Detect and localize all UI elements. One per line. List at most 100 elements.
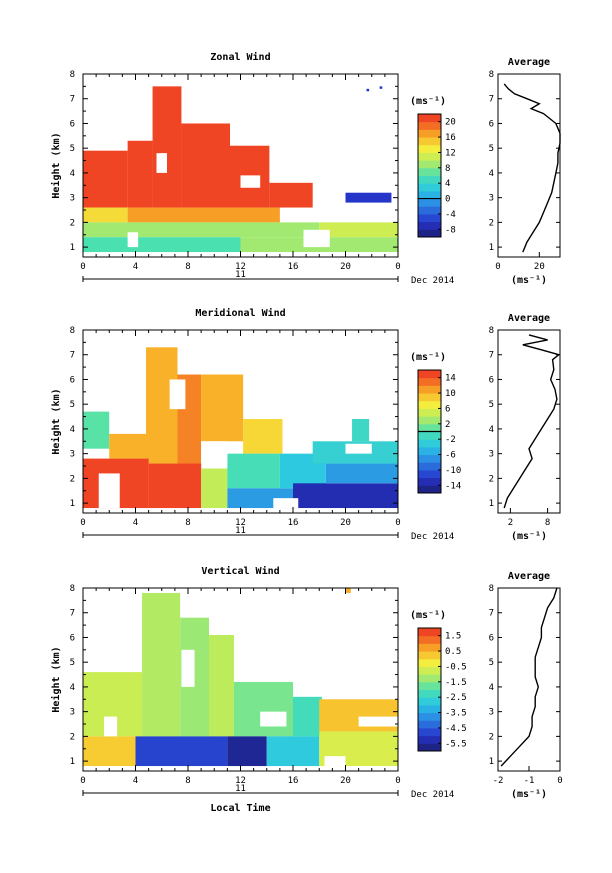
- x-tick-label: 8: [185, 776, 190, 786]
- colorbar-segment: [418, 385, 441, 394]
- colorbar-segment: [418, 439, 441, 448]
- colorbar-segment: [418, 454, 441, 463]
- colorbar-segment: [418, 213, 441, 223]
- average-y-tick-label: 5: [489, 144, 494, 154]
- colorbar-segment: [418, 735, 441, 744]
- missing-data-gap: [201, 441, 228, 464]
- y-tick-label: 5: [70, 658, 75, 668]
- average-y-tick-label: 2: [489, 732, 494, 742]
- data-cell: [148, 463, 202, 509]
- y-tick-label: 4: [70, 169, 75, 179]
- data-cell: [319, 222, 398, 238]
- average-y-tick-label: 7: [489, 609, 494, 619]
- colorbar-segment: [418, 658, 441, 667]
- missing-data-gap: [324, 756, 346, 767]
- missing-data-gap: [303, 229, 330, 248]
- missing-data-gap: [345, 443, 372, 454]
- colorbar-segment: [418, 469, 441, 479]
- colorbar-tick-label: 8: [445, 164, 450, 174]
- data-cell: [83, 222, 320, 238]
- y-axis-label: Height (km): [50, 132, 62, 198]
- colorbar-segment: [418, 651, 441, 660]
- day-label: 11: [235, 526, 246, 536]
- date-label: Dec 2014: [411, 532, 454, 542]
- y-tick-label: 2: [70, 474, 75, 484]
- missing-data-gap: [260, 711, 287, 727]
- colorbar-tick-label: -5.5: [445, 739, 467, 749]
- colorbar-segment: [418, 635, 441, 644]
- colorbar-tick-label: 0: [445, 195, 450, 205]
- colorbar-segment: [418, 423, 441, 432]
- data-cell: [83, 237, 241, 253]
- average-y-tick-label: 4: [489, 683, 494, 693]
- average-y-tick-label: 2: [489, 218, 494, 228]
- colorbar-segment: [418, 206, 441, 215]
- missing-data-gap: [104, 716, 118, 737]
- average-y-tick-label: 6: [489, 375, 494, 385]
- average-y-tick-label: 1: [489, 757, 494, 767]
- missing-data-gap: [358, 716, 398, 727]
- colorbar-segment: [418, 704, 441, 714]
- colorbar-tick-label: -6: [445, 451, 456, 461]
- date-label: Dec 2014: [411, 790, 454, 800]
- average-y-tick-label: 2: [489, 474, 494, 484]
- colorbar-segment: [418, 137, 441, 146]
- y-tick-label: 1: [70, 243, 75, 253]
- y-tick-label: 6: [70, 119, 75, 129]
- y-tick-label: 8: [70, 326, 75, 336]
- average-y-tick-label: 1: [489, 499, 494, 509]
- y-tick-label: 8: [70, 584, 75, 594]
- x-tick-label: 20: [340, 518, 351, 528]
- average-x-tick-label: 8: [545, 518, 550, 528]
- average-y-tick-label: 8: [489, 70, 494, 80]
- average-x-tick-label: 0: [557, 776, 562, 786]
- data-cell: [352, 419, 370, 442]
- average-x-tick-label: 0: [495, 262, 500, 272]
- colorbar-tick-label: 12: [445, 148, 456, 158]
- y-tick-label: 3: [70, 194, 75, 204]
- x-tick-label: 0: [80, 776, 85, 786]
- data-cell: [83, 150, 128, 208]
- data-cell: [127, 140, 153, 208]
- data-cell: [135, 736, 228, 767]
- data-cell: [366, 88, 370, 92]
- y-tick-label: 7: [70, 95, 75, 105]
- y-tick-label: 3: [70, 708, 75, 718]
- colorbar-segment: [418, 666, 441, 675]
- x-tick-label: 4: [133, 518, 138, 528]
- data-cell: [201, 468, 228, 509]
- colorbar-tick-label: 1.5: [445, 632, 461, 642]
- data-cell: [269, 182, 313, 208]
- colorbar-segment: [418, 712, 441, 721]
- data-cell: [319, 699, 398, 732]
- colorbar-segment: [418, 175, 441, 184]
- y-tick-label: 2: [70, 218, 75, 228]
- data-cell: [293, 483, 398, 509]
- x-tick-label: 20: [340, 776, 351, 786]
- y-axis-label: Height (km): [50, 388, 62, 454]
- y-tick-label: 7: [70, 351, 75, 361]
- colorbar-tick-label: -14: [445, 481, 461, 491]
- data-cell: [127, 207, 280, 223]
- colorbar-tick-label: -4.5: [445, 724, 467, 734]
- colorbar-segment: [418, 129, 441, 138]
- colorbar-tick-label: -10: [445, 466, 461, 476]
- y-tick-label: 1: [70, 499, 75, 509]
- x-tick-label: 4: [133, 262, 138, 272]
- colorbar-tick-label: 20: [445, 118, 456, 128]
- colorbar-segment: [418, 674, 441, 683]
- data-cell: [83, 411, 110, 449]
- average-x-label: (ms⁻¹): [511, 275, 547, 286]
- average-y-tick-label: 7: [489, 95, 494, 105]
- data-cell: [266, 736, 320, 767]
- colorbar-segment: [418, 485, 441, 494]
- x-tick-label: 12: [235, 518, 246, 528]
- data-cell: [83, 736, 136, 767]
- missing-data-gap: [169, 379, 186, 410]
- x-tick-label: 0: [395, 518, 400, 528]
- x-tick-label: 0: [80, 262, 85, 272]
- chart-title: Vertical Wind: [201, 565, 279, 577]
- average-y-tick-label: 6: [489, 119, 494, 129]
